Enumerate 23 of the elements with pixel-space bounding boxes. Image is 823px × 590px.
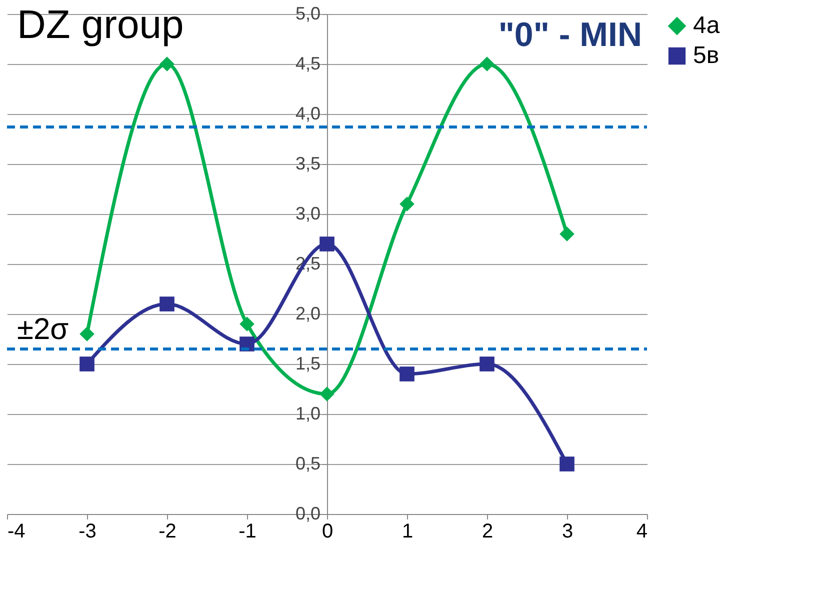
x-tick-label: -3 [78, 520, 96, 542]
x-tick-label: -1 [238, 520, 256, 542]
y-tick-label: 3,0 [295, 204, 320, 224]
legend-label: 4a [693, 12, 720, 39]
annotation: "0" - MIN [498, 16, 642, 54]
legend-label: 5в [693, 42, 720, 69]
y-tick-label: 4,0 [295, 104, 320, 124]
y-tick-label: 3,5 [295, 154, 320, 174]
x-tick-label: 0 [322, 520, 334, 542]
x-tick-label: 3 [562, 520, 574, 542]
y-tick-label: 1,5 [295, 354, 320, 374]
ref-line-label: ±2σ [17, 313, 70, 346]
chart-title: DZ group [17, 3, 184, 47]
y-tick-label: 2,0 [295, 304, 320, 324]
x-tick-label: -2 [158, 520, 176, 542]
y-tick-label: 1,0 [295, 404, 320, 424]
x-tick-label: 1 [402, 520, 414, 542]
y-tick-label: 4,5 [295, 54, 320, 74]
x-tick-label: 2 [482, 520, 494, 542]
x-tick-label: 4 [636, 520, 648, 542]
y-tick-label: 5,0 [295, 4, 320, 24]
x-tick-label: -4 [8, 520, 26, 542]
y-tick-label: 0,5 [295, 454, 320, 474]
